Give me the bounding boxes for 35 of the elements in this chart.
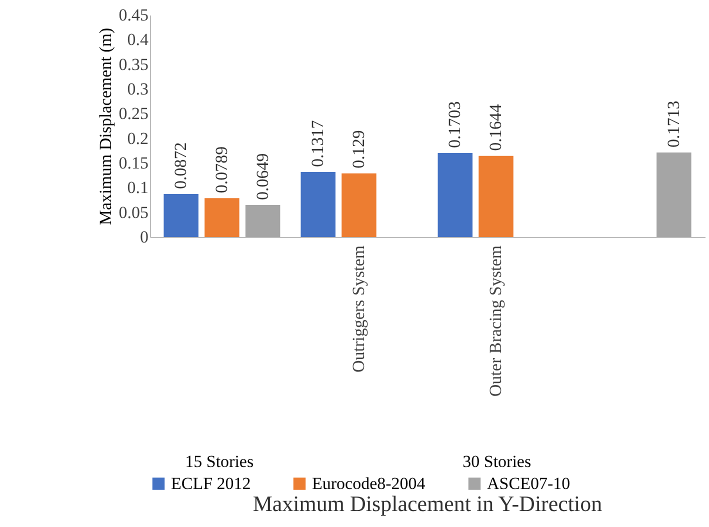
bar — [164, 194, 198, 237]
bar — [300, 172, 336, 237]
data-label: 0.1644 — [486, 104, 506, 151]
y-tick-label: 0 — [140, 228, 148, 246]
text: 30 Stories — [462, 452, 532, 472]
bar — [245, 204, 280, 237]
legend-label: ECLF 2012 — [171, 474, 251, 493]
text: Maximum Displacement in Y-Direction — [252, 491, 602, 516]
x-tick-label: Outer Bracing System — [486, 246, 506, 397]
x-tick-label: Outriggers System — [348, 246, 368, 373]
y-tick-label: 0.3 — [127, 80, 148, 98]
bar — [656, 152, 692, 237]
legend-label: ASCE07-10 — [487, 474, 570, 493]
data-label: 0.0649 — [252, 153, 272, 200]
y-tick-label: 0.1 — [127, 178, 148, 198]
data-label: 0.129 — [348, 130, 368, 168]
data-label: 0.0872 — [171, 142, 190, 189]
data-label: 0.0789 — [212, 146, 231, 194]
legend-label: Eurocode8-2004 — [312, 474, 426, 493]
y-tick-label: 0.4 — [127, 30, 149, 50]
bar — [342, 173, 376, 237]
bar — [204, 198, 240, 237]
y-axis-title: Maximum Displacement (m) — [96, 28, 115, 226]
text: 15 Stories — [184, 452, 255, 472]
y-tick-label: 0.2 — [127, 128, 148, 148]
bar — [438, 152, 473, 237]
data-label: 0.1703 — [445, 101, 464, 148]
y-tick-label: 0.15 — [118, 154, 148, 172]
y-tick-label: 0.35 — [118, 54, 148, 74]
data-label: 0.1317 — [308, 120, 328, 168]
y-tick-label: 0.45 — [118, 6, 148, 24]
y-tick-label: 0.25 — [118, 104, 148, 124]
y-tick-label: 0.05 — [118, 202, 148, 222]
bar — [478, 156, 514, 237]
data-label: 0.1713 — [664, 100, 683, 148]
